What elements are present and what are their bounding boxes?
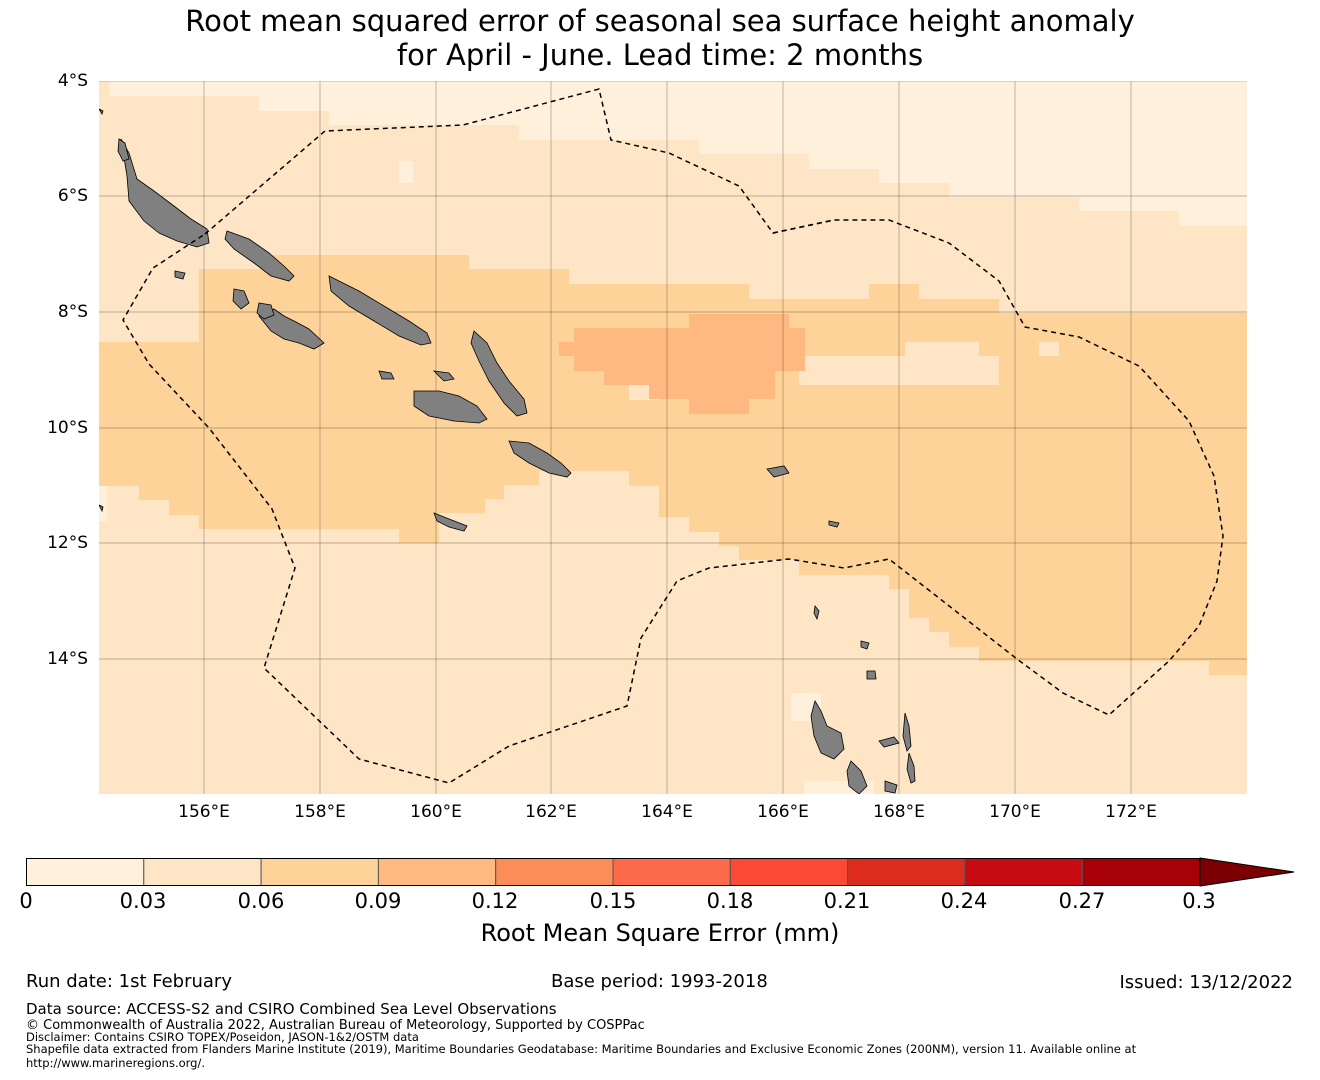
- ambae-island: [878, 736, 900, 748]
- colorbar-segment-8: [964, 858, 1083, 886]
- source-url[interactable]: http://www.marineregions.org/.: [26, 1056, 205, 1070]
- lon-label-160e: 160°E: [410, 802, 462, 822]
- lon-label-164e: 164°E: [641, 802, 693, 822]
- colorbar-segment-2: [260, 858, 379, 886]
- lon-label-166e: 166°E: [757, 802, 809, 822]
- russell-island: [378, 370, 395, 380]
- issued-date: Issued: 13/12/2022: [1119, 972, 1293, 993]
- colorbar-tick-9: 0.27: [1058, 889, 1106, 913]
- lon-label-156e: 156°E: [178, 802, 230, 822]
- colorbar-extend-arrow: [1199, 857, 1295, 887]
- tikopia-island: [884, 780, 898, 794]
- gaua-island: [866, 670, 877, 680]
- buka-island: [117, 138, 130, 162]
- pentecost-island: [906, 752, 916, 784]
- nggela-island: [432, 370, 455, 382]
- colorbar-tick-1: 0.03: [119, 889, 167, 913]
- colorbar-tick-6: 0.18: [706, 889, 754, 913]
- colorbar-segment-6: [729, 858, 849, 886]
- colorbar-tick-2: 0.06: [237, 889, 285, 913]
- lon-label-172e: 172°E: [1105, 802, 1157, 822]
- map-panel: [99, 81, 1247, 794]
- run-date: Run date: 1st February: [26, 971, 232, 992]
- colorbar-outline: [26, 858, 1200, 886]
- malakula-island: [846, 760, 868, 794]
- colorbar-tick-0: 0: [19, 889, 33, 913]
- rmse-field-low: [99, 81, 1247, 794]
- lat-label-10s: 10°S: [47, 418, 88, 438]
- colorbar-label: Root Mean Square Error (mm): [480, 919, 840, 947]
- western-islet: [99, 504, 104, 513]
- colorbar-segment-3: [377, 858, 497, 886]
- espiritu-santo-island: [810, 699, 845, 760]
- colorbar-segment-7: [847, 858, 966, 886]
- malaita-island: [470, 330, 528, 417]
- guadalcanal-island: [413, 390, 488, 424]
- colorbar-tick-3: 0.09: [354, 889, 402, 913]
- lon-label-162e: 162°E: [525, 802, 577, 822]
- santa-cruz-island: [766, 465, 790, 478]
- map-title-line-2: for April - June. Lead time: 2 months: [396, 38, 924, 72]
- disclaimer: Disclaimer: Contains CSIRO TOPEX/Poseido…: [26, 1030, 419, 1044]
- lon-label-158e: 158°E: [294, 802, 346, 822]
- land-masses: [99, 108, 916, 794]
- data-source: Data source: ACCESS-S2 and CSIRO Combine…: [26, 1000, 557, 1018]
- choiseul-island: [224, 230, 295, 282]
- lat-label-4s: 4°S: [57, 71, 88, 91]
- makira-island: [508, 440, 572, 478]
- new-georgia-island: [258, 308, 325, 350]
- lon-label-170e: 170°E: [989, 802, 1041, 822]
- lat-label-14s: 14°S: [47, 649, 88, 669]
- eez-boundaries: [122, 88, 1224, 784]
- copyright-notice: © Commonwealth of Australia 2022, Austra…: [26, 1018, 645, 1033]
- vella-lavella-island: [232, 288, 250, 310]
- colorbar: [26, 857, 1295, 887]
- solomon-islands-eez: [122, 88, 1224, 784]
- shapefile-credit: Shapefile data extracted from Flanders M…: [26, 1042, 1137, 1056]
- colorbar-segments: [26, 858, 1200, 886]
- bougainville-island: [120, 138, 210, 248]
- vanikoro-island: [828, 520, 840, 528]
- colorbar-segment-5: [612, 858, 731, 886]
- colorbar-tick-8: 0.24: [940, 889, 988, 913]
- torres-island: [813, 605, 820, 621]
- colorbar-segment-4: [495, 858, 614, 886]
- maewo-island: [902, 712, 912, 752]
- colorbar-tick-5: 0.15: [589, 889, 637, 913]
- nukumanu-islet: [99, 108, 104, 115]
- map-title-line-1: Root mean squared error of seasonal sea …: [185, 4, 1135, 38]
- rennell-island: [433, 512, 468, 532]
- map-gridlines: [99, 81, 1247, 794]
- rmse-field-mid: [99, 255, 1247, 675]
- kolombangara-island: [256, 302, 275, 320]
- lat-label-12s: 12°S: [47, 533, 88, 553]
- colorbar-segment-9: [1081, 858, 1200, 886]
- vanua-lava-island: [860, 640, 870, 650]
- lat-label-8s: 8°S: [57, 302, 88, 322]
- santa-isabel-island: [328, 275, 432, 346]
- santa-cruz-eez-divider: [772, 219, 835, 234]
- lon-label-168e: 168°E: [873, 802, 925, 822]
- colorbar-tick-10: 0.3: [1182, 889, 1216, 913]
- colorbar-tick-7: 0.21: [823, 889, 871, 913]
- colorbar-tick-4: 0.12: [471, 889, 519, 913]
- lat-label-6s: 6°S: [57, 186, 88, 206]
- colorbar-segment-0: [26, 858, 145, 886]
- shortland-island: [174, 270, 186, 280]
- rmse-field-high: [559, 314, 805, 414]
- colorbar-segment-1: [143, 858, 262, 886]
- base-period: Base period: 1993-2018: [551, 971, 768, 992]
